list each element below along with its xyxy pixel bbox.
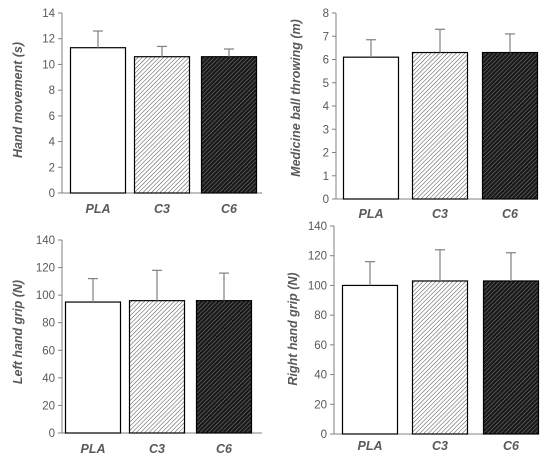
y-tick-label: 60 [314, 340, 327, 352]
y-tick-label: 0 [49, 428, 55, 440]
y-tick-label: 80 [42, 318, 55, 330]
category-label-c3: C3 [432, 207, 448, 221]
y-tick-label: 80 [314, 310, 327, 322]
chart-panel-bottom-right: 0 20 40 60 80 100 120 140 Right hand grip (N) PLA… [286, 221, 540, 453]
bar-c6 [200, 56, 258, 194]
bar-pla [342, 56, 400, 200]
category-label-c3: C3 [149, 442, 165, 456]
y-tick-label: 0 [321, 429, 327, 441]
y-axis-label: Hand movement (s) [11, 42, 25, 158]
bar-c3 [411, 51, 469, 200]
y-tick-label: 2 [49, 162, 55, 174]
y-tick-label: 0 [49, 188, 55, 200]
category-label-c3: C3 [432, 439, 448, 453]
bar-c3 [128, 300, 186, 434]
chart-panel-top-left: 0 2 4 6 8 10 12 14 Hand movement (s) PLA C3 C6 [11, 8, 262, 216]
y-tick-label: 5 [323, 78, 329, 90]
y-tick-label: 7 [323, 31, 329, 43]
y-tick-label: 0 [323, 194, 329, 206]
category-label-pla: PLA [358, 439, 383, 453]
y-tick-label: 120 [308, 251, 327, 263]
y-tick-label: 140 [36, 235, 55, 247]
y-tick-label: 100 [308, 280, 327, 292]
bar-c3 [133, 56, 191, 194]
bar-pla [69, 47, 127, 194]
y-tick-label: 60 [42, 345, 55, 357]
category-label-c6: C6 [221, 202, 238, 216]
y-tick-label: 40 [314, 370, 327, 382]
bar-c6 [482, 280, 540, 435]
bar-c6 [195, 300, 253, 434]
y-tick-label: 4 [323, 101, 330, 113]
y-tick-label: 6 [49, 111, 55, 123]
bar-c3 [411, 280, 469, 435]
y-tick-label: 20 [314, 399, 327, 411]
y-tick-label: 120 [36, 263, 55, 275]
bar-pla [341, 284, 399, 435]
category-label-c3: C3 [154, 202, 170, 216]
category-label-c6: C6 [216, 442, 233, 456]
chart-panel-bottom-left: 0 20 40 60 80 100 120 140 Left hand grip (N) PLA C… [11, 235, 262, 456]
y-tick-label: 10 [42, 59, 55, 71]
y-tick-label: 2 [323, 148, 329, 160]
y-tick-label: 8 [49, 85, 55, 97]
y-axis-label: Medicine ball throwing (m) [289, 19, 303, 177]
bar-c6 [481, 51, 539, 200]
y-tick-label: 140 [308, 221, 327, 233]
y-axis-label: Right hand grip (N) [286, 272, 300, 385]
bar-pla [64, 301, 122, 434]
y-tick-label: 12 [42, 34, 55, 46]
category-label-c6: C6 [502, 207, 519, 221]
y-axis-label: Left hand grip (N) [11, 280, 25, 384]
category-label-pla: PLA [81, 442, 106, 456]
category-label-pla: PLA [86, 202, 111, 216]
y-tick-label: 40 [42, 373, 55, 385]
category-label-c6: C6 [503, 439, 520, 453]
y-tick-label: 100 [36, 290, 55, 302]
category-label-pla: PLA [359, 207, 384, 221]
y-tick-label: 4 [49, 137, 56, 149]
y-tick-label: 14 [42, 8, 55, 20]
y-tick-label: 20 [42, 400, 55, 412]
y-tick-label: 8 [323, 8, 329, 20]
y-tick-label: 6 [323, 55, 329, 67]
y-tick-label: 3 [323, 124, 329, 136]
y-tick-label: 1 [323, 171, 329, 183]
chart-panel-top-right: 0 1 2 3 4 5 6 7 8 Medicine ball throwing (m) PLA C3… [289, 8, 539, 221]
